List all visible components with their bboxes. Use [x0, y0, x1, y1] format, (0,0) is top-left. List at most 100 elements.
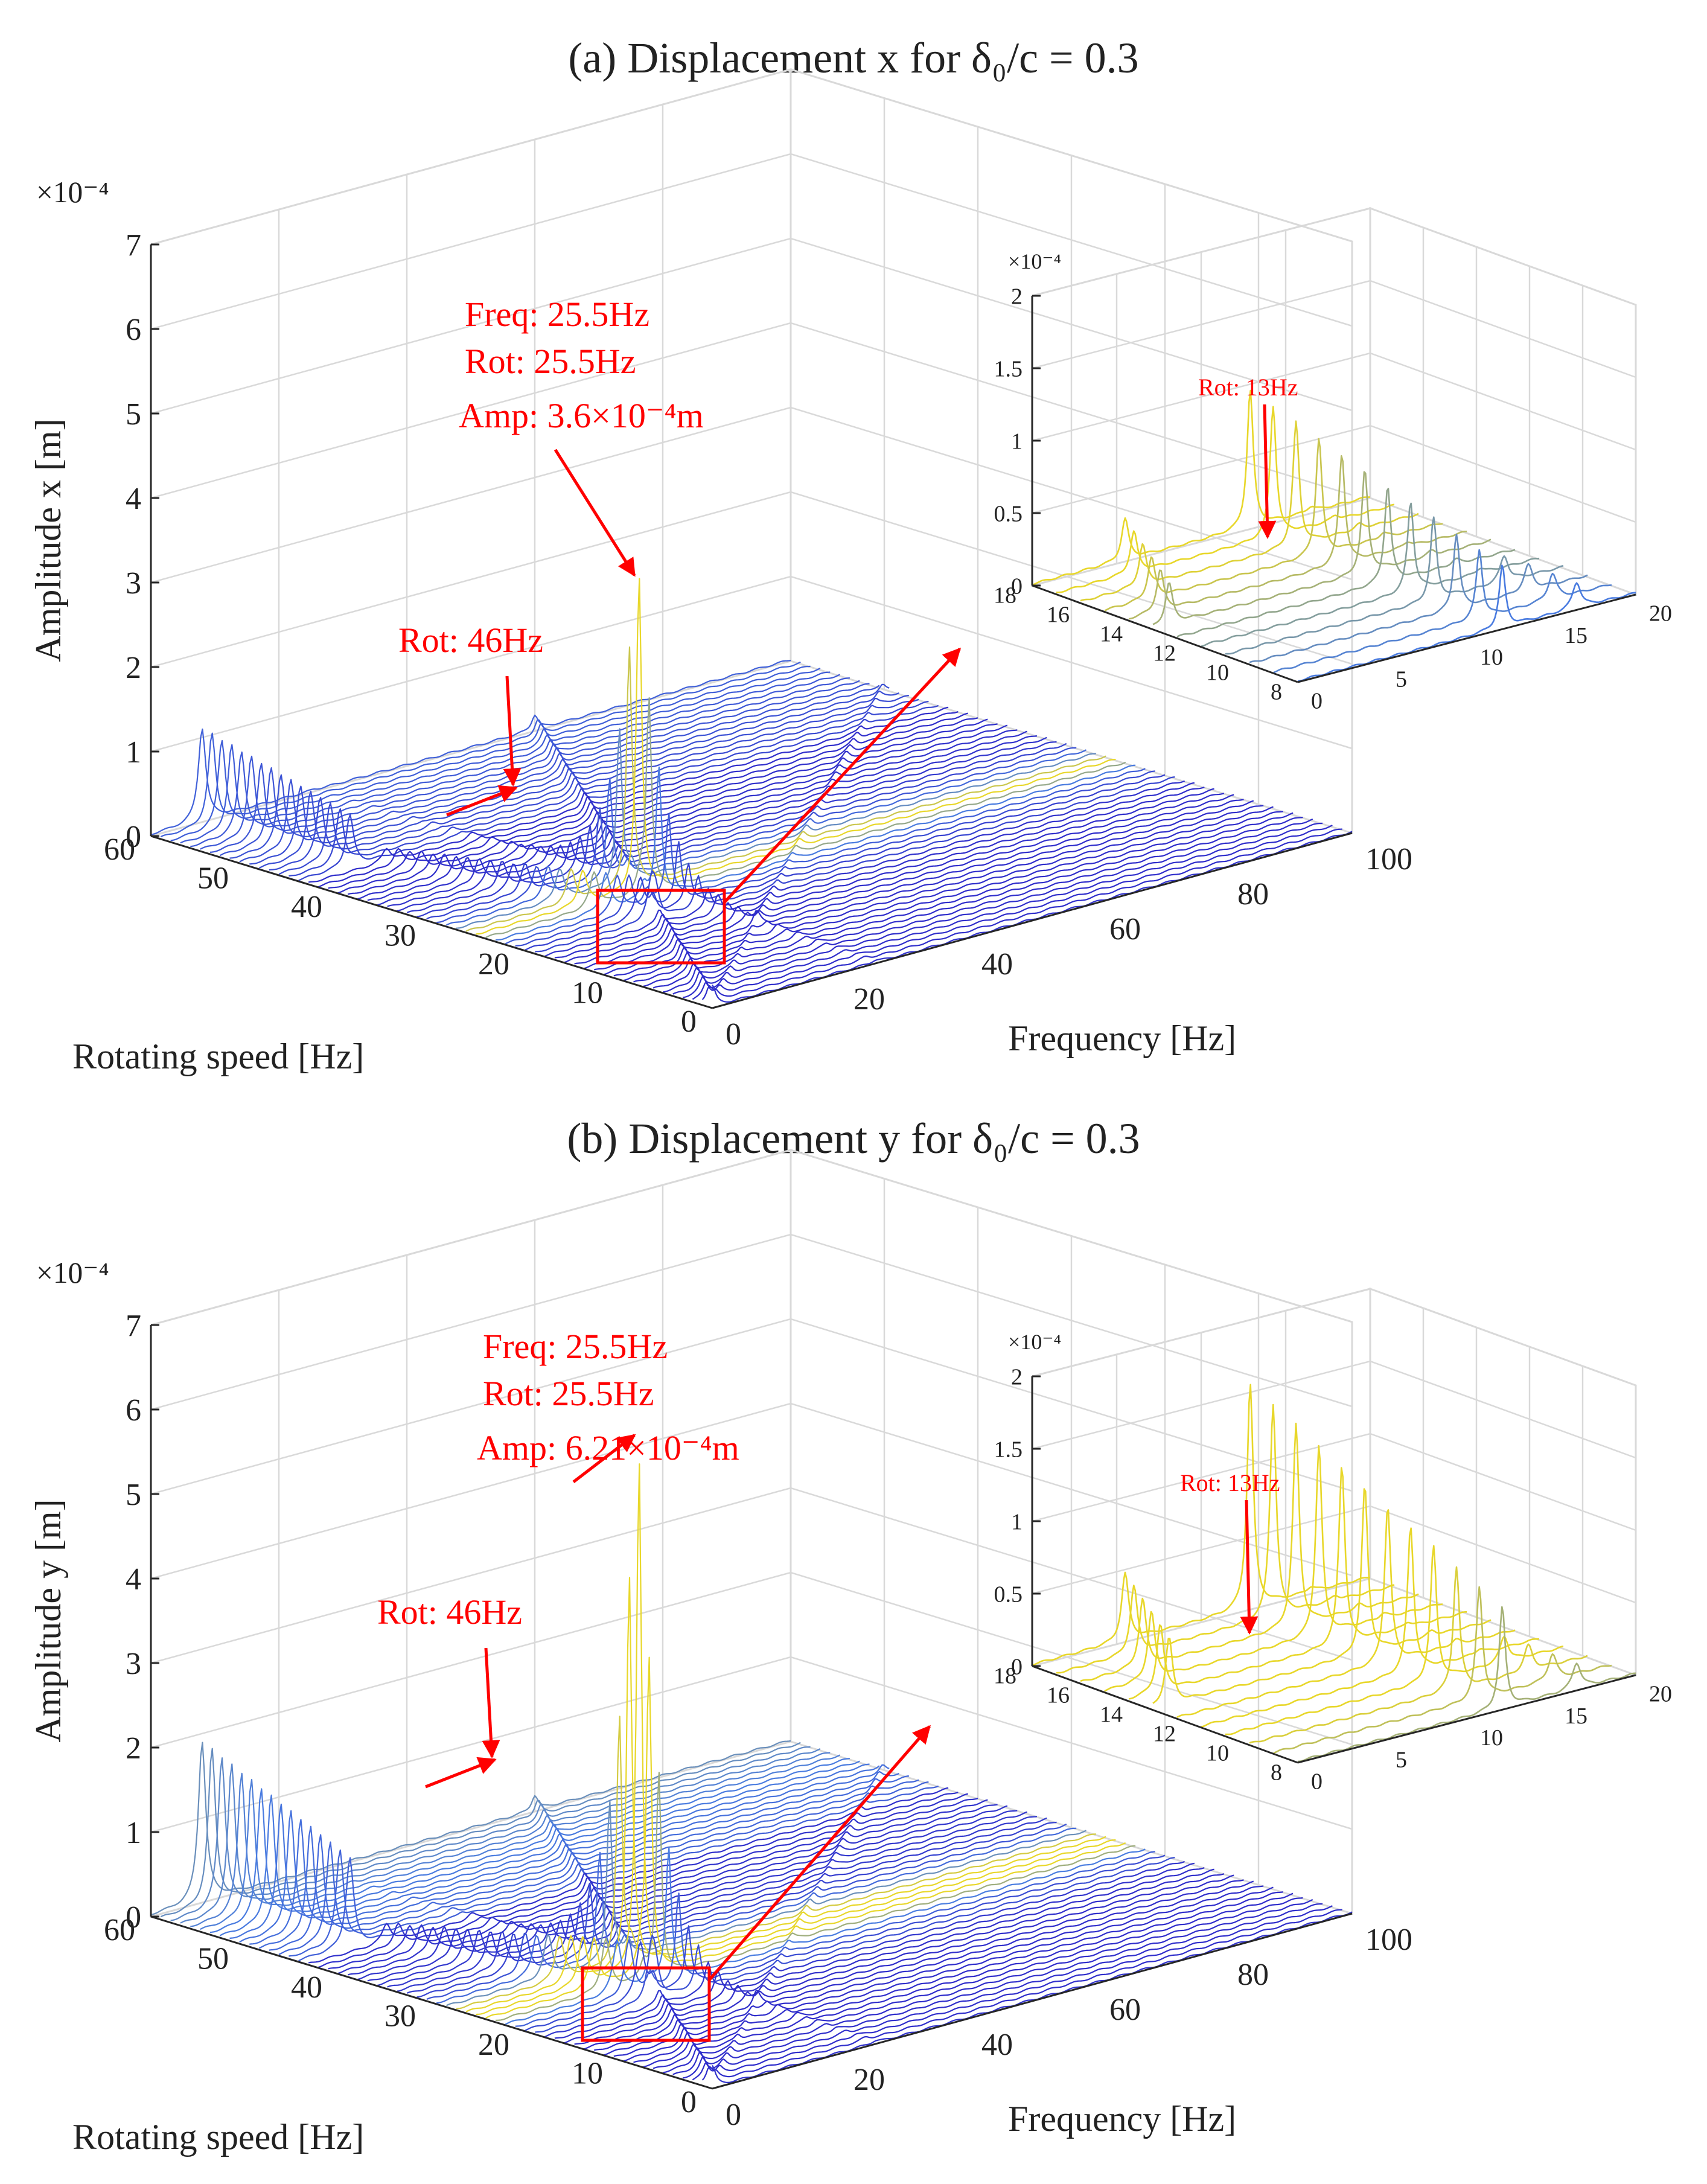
spectrum-trace [623, 1885, 1264, 2062]
spectrum-trace [672, 1898, 1313, 2075]
y-tick-label: 8 [1271, 1760, 1282, 1786]
spectrum-trace [456, 1716, 1096, 2010]
annotation-rot-46: Rot: 46Hz [398, 621, 543, 660]
spectrum-trace [692, 1905, 1333, 2081]
spectrum-trace [269, 1775, 909, 1951]
spectrum-trace [613, 800, 1254, 977]
spectrum-trace [544, 780, 1185, 957]
spectrum-trace [643, 811, 1283, 987]
spectrum-trace [465, 1577, 1106, 2013]
z-tick-label: 0.5 [994, 501, 1023, 526]
z-axis-title: Amplitude y [m] [28, 1499, 68, 1742]
spectrum-trace [367, 1805, 1008, 1982]
x-tick-label: 20 [854, 982, 885, 1017]
z-gridline [150, 237, 1353, 415]
z-gridline [150, 1318, 1353, 1495]
z-gridline [150, 1402, 1353, 1580]
x-axis-title: Frequency [Hz] [1008, 2099, 1236, 2139]
spectrum-trace [515, 770, 1155, 947]
exponent-label: ×10⁻⁴ [36, 1256, 109, 1289]
annotation-rot-46: Rot: 46Hz [377, 1592, 522, 1632]
spectrum-trace [456, 728, 1096, 929]
x-tick-label: 0 [726, 2098, 741, 2132]
rot-46-arrow-side [446, 785, 518, 817]
spectrum-trace [1152, 1488, 1492, 1704]
spectrum-trace [416, 1821, 1057, 1998]
spectrum-trace [170, 1746, 811, 1921]
y-tick-label: 18 [994, 583, 1016, 608]
spectrum-trace [209, 1758, 850, 1933]
x-tick-label: 60 [1109, 912, 1141, 947]
exponent-label: ×10⁻⁴ [1008, 249, 1061, 273]
y-tick-label: 18 [994, 1664, 1016, 1689]
rot-46-arrow-down [503, 675, 522, 787]
x-axis-title: Frequency [Hz] [1008, 1018, 1236, 1058]
x-axis-line [1297, 1674, 1636, 1764]
x-tick-label: 5 [1396, 1747, 1407, 1772]
z-tick-label: 7 [126, 1309, 141, 1343]
spectrum-trace [1152, 471, 1492, 625]
z-tick-label: 0 [1011, 573, 1023, 599]
z-tick-label: 0 [126, 820, 141, 854]
spectrum-trace [219, 1760, 860, 1937]
spectrum-trace [1080, 420, 1419, 602]
spectrum-trace [633, 806, 1274, 983]
z-tick-label: 5 [126, 397, 141, 432]
annotation-amp: Amp: 6.21×10⁻⁴m [477, 1428, 739, 1467]
x-tick-label: 0 [726, 1017, 741, 1052]
x-tick-label: 80 [1237, 1958, 1269, 1992]
x-tick-label: 20 [854, 2063, 885, 2097]
x-tick-label: 100 [1365, 1923, 1412, 1957]
back-wall-frequency [150, 1149, 792, 1918]
spectrum-trace [377, 729, 1018, 905]
x-tick-label: 15 [1565, 1703, 1587, 1729]
x-tick-label: 0 [1311, 689, 1323, 714]
y-tick-label: 50 [197, 1942, 229, 1976]
x-tick-label: 100 [1365, 842, 1412, 876]
spectrum-trace [1297, 564, 1636, 682]
spectrum-trace [712, 1911, 1353, 2083]
y-tick-label: 10 [1206, 660, 1229, 686]
rot-46-arrow-side [425, 1757, 497, 1789]
y-axis-line [150, 1915, 713, 2090]
spectrum-trace [328, 712, 968, 889]
peak-arrow [554, 449, 636, 577]
z-tick-label: 5 [126, 1478, 141, 1512]
spectrum-trace [258, 1771, 899, 1949]
spectrum-trace [1273, 549, 1612, 674]
spectrum-trace [446, 749, 1086, 926]
y-tick-label: 30 [384, 1999, 416, 2034]
z-gridline [150, 68, 1353, 246]
y-tick-label: 16 [1047, 602, 1070, 628]
spectrum-trace [701, 828, 1342, 1000]
spectrum-trace [574, 1868, 1214, 2045]
spectrum-trace [633, 1886, 1274, 2063]
spectrum-trace [593, 1874, 1234, 2051]
zoom-arrow [708, 1725, 931, 1981]
y-tick-label: 0 [681, 2085, 697, 2119]
spectrum-trace [682, 1903, 1323, 2079]
spectrum-trace [387, 730, 1027, 907]
x-tick-label: 80 [1237, 877, 1269, 912]
spectrum-trace [613, 1880, 1254, 2057]
spectrum-trace [269, 695, 909, 871]
y-axis-line [1032, 1665, 1298, 1764]
spectrum-trace [406, 1817, 1047, 1994]
inset-annotation-rot-13: Rot: 13Hz [1198, 374, 1298, 401]
x-tick-label: 60 [1109, 1993, 1141, 2027]
spectrum-trace [406, 736, 1047, 913]
annotation-amp: Amp: 3.6×10⁻⁴m [459, 396, 704, 435]
spectrum-trace [337, 1798, 978, 1975]
spectrum-trace [465, 646, 1106, 932]
spectrum-trace [682, 822, 1323, 998]
y-tick-label: 16 [1047, 1683, 1070, 1708]
spectrum-trace [643, 1891, 1283, 2067]
z-tick-label: 4 [126, 1562, 141, 1597]
spectrum-trace [1104, 438, 1443, 611]
y-tick-label: 8 [1271, 680, 1282, 705]
z-tick-label: 0 [126, 1900, 141, 1935]
z-gridline [150, 1487, 1353, 1664]
spectrum-trace [593, 794, 1234, 971]
x-tick-label: 10 [1480, 645, 1503, 670]
